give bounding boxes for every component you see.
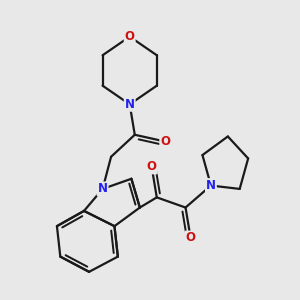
Text: N: N xyxy=(125,98,135,111)
Text: N: N xyxy=(206,179,216,192)
Text: O: O xyxy=(125,30,135,43)
Text: O: O xyxy=(186,232,196,244)
Text: O: O xyxy=(147,160,157,173)
Text: O: O xyxy=(160,135,170,148)
Text: N: N xyxy=(98,182,108,195)
